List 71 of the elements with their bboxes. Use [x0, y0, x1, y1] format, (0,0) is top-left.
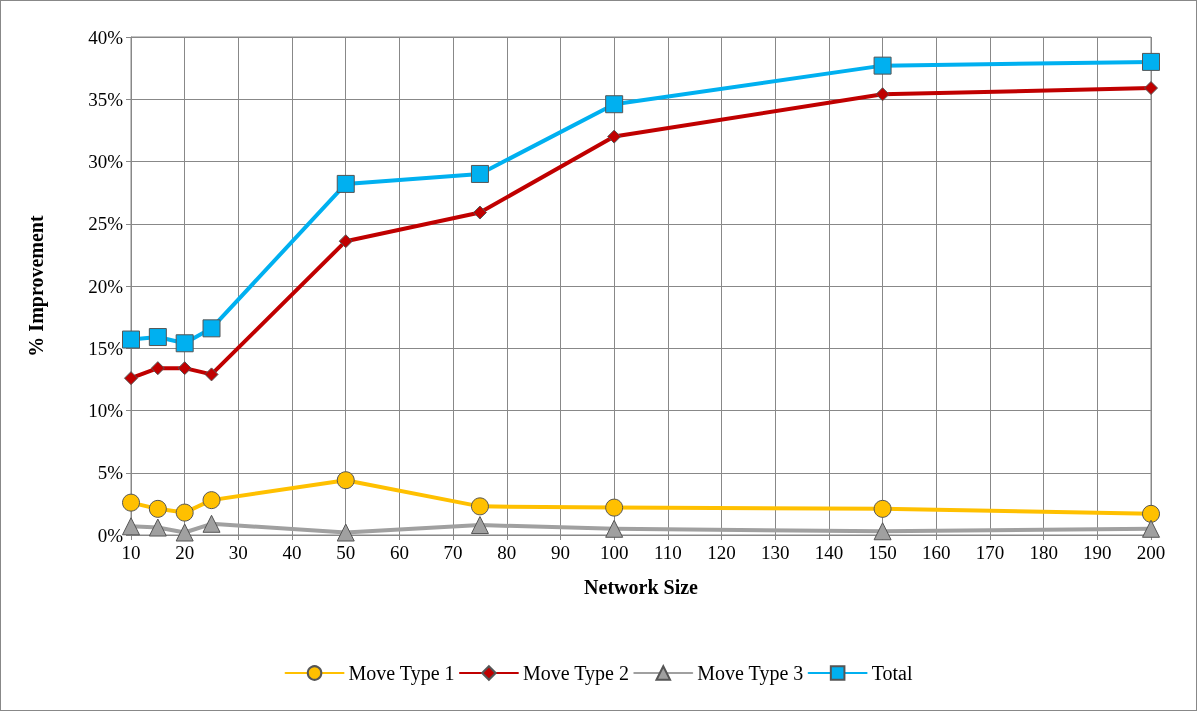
- point: [607, 129, 622, 144]
- point: [1142, 52, 1160, 71]
- point: [873, 499, 892, 518]
- point: [1142, 519, 1160, 538]
- point: [202, 319, 221, 338]
- point: [338, 234, 353, 249]
- point: [605, 95, 624, 114]
- point: [175, 334, 194, 353]
- x-tick-label: 90: [550, 542, 570, 563]
- y-axis-title: % Improvement: [25, 215, 48, 357]
- y-tick-label: 10%: [88, 400, 124, 421]
- x-tick-label: 140: [814, 542, 844, 563]
- y-tick-label: 25%: [88, 213, 124, 235]
- x-tick-label: 190: [1083, 542, 1112, 563]
- point: [472, 205, 487, 220]
- point: [204, 367, 219, 382]
- legend-label: Move Type 3: [697, 662, 804, 685]
- y-tick-label: 35%: [88, 88, 124, 110]
- x-tick-label: 40: [282, 542, 302, 563]
- point: [202, 514, 221, 533]
- x-tick-label: 160: [922, 542, 951, 563]
- x-tick-label: 20: [175, 542, 195, 563]
- point: [148, 499, 167, 518]
- point: [148, 518, 167, 537]
- point: [122, 493, 140, 512]
- y-tick-label: 20%: [88, 275, 124, 297]
- point: [470, 516, 489, 535]
- point: [1142, 504, 1160, 523]
- point: [605, 519, 624, 538]
- legend-label: Move Type 2: [522, 662, 629, 685]
- point: [605, 498, 624, 517]
- point: [873, 56, 892, 75]
- point: [1144, 81, 1158, 96]
- x-tick-label: 120: [707, 542, 736, 563]
- y-tick-label: 15%: [88, 337, 124, 359]
- y-tick-label: 0%: [97, 524, 124, 546]
- x-tick-label: 110: [653, 542, 682, 563]
- point: [470, 164, 489, 183]
- point: [148, 328, 167, 347]
- point: [336, 523, 355, 542]
- x-tick-label: 10: [121, 542, 141, 563]
- x-tick-label: 50: [336, 542, 356, 563]
- point: [470, 497, 489, 516]
- point: [336, 471, 355, 490]
- x-tick-label: 180: [1029, 542, 1058, 563]
- point: [150, 361, 165, 376]
- x-tick-label: 70: [443, 542, 463, 563]
- x-tick-label: 200: [1136, 542, 1166, 563]
- x-axis-title: Network Size: [584, 576, 699, 598]
- legend-label: Move Type 1: [348, 662, 455, 685]
- point: [122, 330, 140, 349]
- x-tick-label: 80: [497, 542, 517, 563]
- y-tick-label: 5%: [97, 462, 124, 484]
- point: [122, 517, 140, 536]
- x-tick-label: 130: [760, 542, 790, 563]
- point: [202, 491, 221, 510]
- y-tick-label: 30%: [88, 151, 124, 172]
- point: [336, 174, 355, 193]
- point: [873, 522, 892, 541]
- x-tick-label: 100: [599, 542, 629, 563]
- x-tick-label: 150: [868, 542, 897, 563]
- x-tick-label: 30: [228, 542, 248, 563]
- x-tick-label: 170: [975, 542, 1005, 563]
- point: [875, 87, 890, 102]
- point: [124, 371, 138, 386]
- point: [177, 361, 192, 376]
- point: [175, 503, 194, 522]
- point: [175, 523, 194, 542]
- legend-label: Total: [871, 662, 913, 684]
- y-tick-label: 40%: [88, 26, 124, 48]
- x-tick-label: 60: [389, 542, 409, 563]
